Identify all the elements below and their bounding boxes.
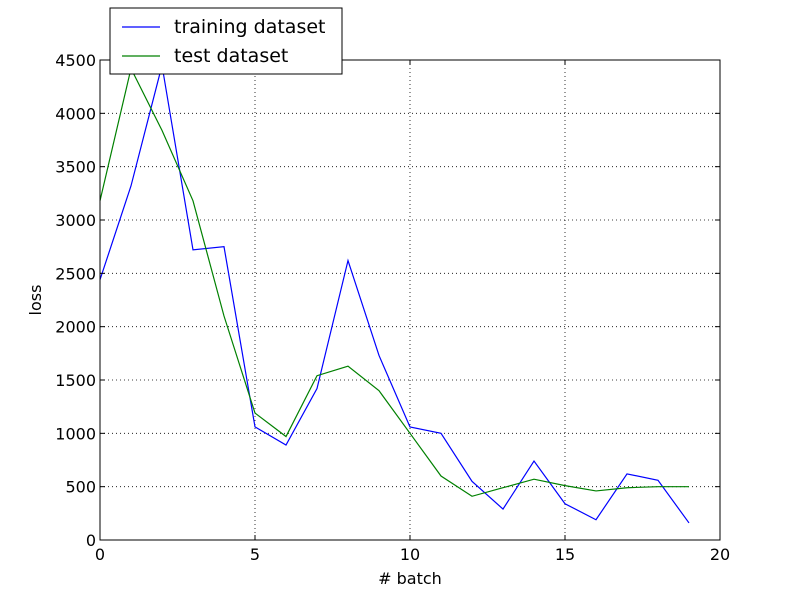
x-tick-label: 15 — [555, 545, 575, 564]
x-tick-label: 10 — [400, 545, 420, 564]
y-tick-label: 2000 — [55, 318, 96, 337]
legend: training dataset test dataset — [109, 7, 343, 75]
y-tick-label: 4000 — [55, 104, 96, 123]
y-tick-label: 1500 — [55, 371, 96, 390]
legend-box — [109, 7, 343, 75]
y-axis-label: loss — [26, 285, 45, 316]
y-tick-label: 4500 — [55, 51, 96, 70]
y-tick-label: 500 — [65, 478, 96, 497]
x-axis-label: # batch — [378, 569, 442, 588]
x-tick-label: 0 — [95, 545, 105, 564]
legend-label-test: test dataset — [174, 45, 288, 67]
x-tick-label: 5 — [250, 545, 260, 564]
y-tick-label: 2500 — [55, 264, 96, 283]
series-line-training — [99, 65, 690, 524]
tick-layer: 0 5 10 15 20 0 500 1000 1500 2000 2500 3000 3500 4000… — [55, 51, 730, 564]
legend-label-training: training dataset — [174, 16, 325, 38]
y-tick-label: 3500 — [55, 158, 96, 177]
y-tick-label: 1000 — [55, 424, 96, 443]
y-tick-label: 3000 — [55, 211, 96, 230]
series-layer — [99, 65, 690, 524]
series-line-test — [99, 66, 689, 497]
grid-layer — [100, 60, 720, 540]
x-tick-label: 20 — [710, 545, 730, 564]
y-tick-label: 0 — [86, 531, 96, 550]
